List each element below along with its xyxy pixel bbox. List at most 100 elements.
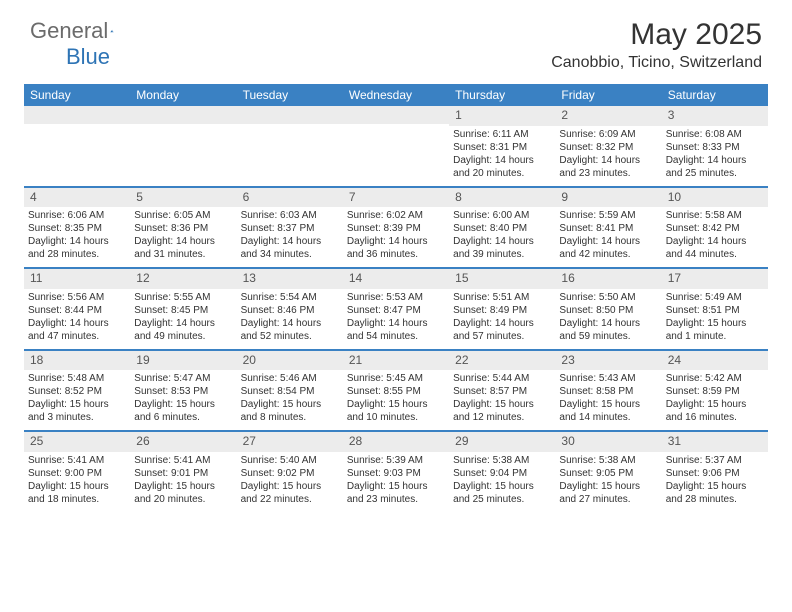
daylight-text: Daylight: 14 hours and 23 minutes. (559, 154, 657, 180)
weekday-header-saturday: Saturday (662, 84, 768, 106)
sunset-text: Sunset: 8:45 PM (134, 304, 232, 317)
sunset-text: Sunset: 8:36 PM (134, 222, 232, 235)
sunset-text: Sunset: 8:58 PM (559, 385, 657, 398)
day-number (237, 106, 343, 124)
day-number: 30 (555, 432, 661, 452)
sunrise-text: Sunrise: 5:53 AM (347, 291, 445, 304)
week-row: 4Sunrise: 6:06 AMSunset: 8:35 PMDaylight… (24, 186, 768, 268)
day-cell-empty (343, 106, 449, 186)
weekday-header-thursday: Thursday (449, 84, 555, 106)
sunrise-text: Sunrise: 5:41 AM (28, 454, 126, 467)
sunrise-text: Sunrise: 5:55 AM (134, 291, 232, 304)
sunrise-text: Sunrise: 5:51 AM (453, 291, 551, 304)
sunrise-text: Sunrise: 5:43 AM (559, 372, 657, 385)
sunrise-text: Sunrise: 5:39 AM (347, 454, 445, 467)
day-number: 17 (662, 269, 768, 289)
day-cell: 10Sunrise: 5:58 AMSunset: 8:42 PMDayligh… (662, 188, 768, 268)
brand-sail-icon (110, 22, 114, 40)
sunset-text: Sunset: 9:06 PM (666, 467, 764, 480)
day-cell: 4Sunrise: 6:06 AMSunset: 8:35 PMDaylight… (24, 188, 130, 268)
daylight-text: Daylight: 15 hours and 22 minutes. (241, 480, 339, 506)
sunrise-text: Sunrise: 5:45 AM (347, 372, 445, 385)
sunset-text: Sunset: 8:52 PM (28, 385, 126, 398)
day-number: 6 (237, 188, 343, 208)
weekday-header-wednesday: Wednesday (343, 84, 449, 106)
day-number (24, 106, 130, 124)
day-number: 13 (237, 269, 343, 289)
daylight-text: Daylight: 14 hours and 20 minutes. (453, 154, 551, 180)
day-number: 27 (237, 432, 343, 452)
day-number: 14 (343, 269, 449, 289)
sunset-text: Sunset: 8:51 PM (666, 304, 764, 317)
day-number: 28 (343, 432, 449, 452)
day-cell: 14 Sunrise: 5:53 AMSunset: 8:47 PMDayligh… (343, 269, 449, 349)
sunset-text: Sunset: 9:01 PM (134, 467, 232, 480)
sunset-text: Sunset: 8:57 PM (453, 385, 551, 398)
sunrise-text: Sunrise: 6:02 AM (347, 209, 445, 222)
brand-part1: General (30, 18, 108, 44)
sunset-text: Sunset: 8:37 PM (241, 222, 339, 235)
day-number: 4 (24, 188, 130, 208)
sunset-text: Sunset: 8:39 PM (347, 222, 445, 235)
day-cell: 21Sunrise: 5:45 AMSunset: 8:55 PMDayligh… (343, 351, 449, 431)
page-header: General May 2025 Canobbio, Ticino, Switz… (0, 0, 792, 76)
day-number: 23 (555, 351, 661, 371)
weekday-header-row: SundayMondayTuesdayWednesdayThursdayFrid… (24, 84, 768, 106)
weeks-container: 1Sunrise: 6:11 AMSunset: 8:31 PMDaylight… (24, 106, 768, 512)
day-cell: 6Sunrise: 6:03 AMSunset: 8:37 PMDaylight… (237, 188, 343, 268)
day-cell: 30Sunrise: 5:38 AMSunset: 9:05 PMDayligh… (555, 432, 661, 512)
daylight-text: Daylight: 14 hours and 31 minutes. (134, 235, 232, 261)
month-title: May 2025 (551, 18, 762, 52)
sunset-text: Sunset: 8:42 PM (666, 222, 764, 235)
sunrise-text: Sunrise: 6:11 AM (453, 128, 551, 141)
week-row: 25Sunrise: 5:41 AMSunset: 9:00 PMDayligh… (24, 430, 768, 512)
day-cell: 26Sunrise: 5:41 AMSunset: 9:01 PMDayligh… (130, 432, 236, 512)
sunrise-text: Sunrise: 6:03 AM (241, 209, 339, 222)
day-cell: 9Sunrise: 5:59 AMSunset: 8:41 PMDaylight… (555, 188, 661, 268)
sunset-text: Sunset: 8:44 PM (28, 304, 126, 317)
day-number: 26 (130, 432, 236, 452)
day-cell: 20Sunrise: 5:46 AMSunset: 8:54 PMDayligh… (237, 351, 343, 431)
daylight-text: Daylight: 14 hours and 59 minutes. (559, 317, 657, 343)
day-cell: 17 Sunrise: 5:49 AMSunset: 8:51 PMDayligh… (662, 269, 768, 349)
day-cell: 15Sunrise: 5:51 AMSunset: 8:49 PMDayligh… (449, 269, 555, 349)
sunrise-text: Sunrise: 6:09 AM (559, 128, 657, 141)
day-number: 10 (662, 188, 768, 208)
day-number (130, 106, 236, 124)
sunset-text: Sunset: 9:00 PM (28, 467, 126, 480)
sunset-text: Sunset: 8:50 PM (559, 304, 657, 317)
daylight-text: Daylight: 14 hours and 44 minutes. (666, 235, 764, 261)
day-cell: 18Sunrise: 5:48 AMSunset: 8:52 PMDayligh… (24, 351, 130, 431)
weekday-header-tuesday: Tuesday (237, 84, 343, 106)
weekday-header-monday: Monday (130, 84, 236, 106)
sunrise-text: Sunrise: 5:38 AM (559, 454, 657, 467)
daylight-text: Daylight: 15 hours and 1 minute. (666, 317, 764, 343)
daylight-text: Daylight: 14 hours and 54 minutes. (347, 317, 445, 343)
day-number: 7 (343, 188, 449, 208)
sunset-text: Sunset: 8:35 PM (28, 222, 126, 235)
daylight-text: Daylight: 14 hours and 28 minutes. (28, 235, 126, 261)
day-number: 2 (555, 106, 661, 126)
title-block: May 2025 Canobbio, Ticino, Switzerland (551, 18, 762, 72)
daylight-text: Daylight: 14 hours and 39 minutes. (453, 235, 551, 261)
day-cell: 8Sunrise: 6:00 AMSunset: 8:40 PMDaylight… (449, 188, 555, 268)
sunrise-text: Sunrise: 5:41 AM (134, 454, 232, 467)
day-cell: 24Sunrise: 5:42 AMSunset: 8:59 PMDayligh… (662, 351, 768, 431)
day-number: 20 (237, 351, 343, 371)
sunset-text: Sunset: 8:47 PM (347, 304, 445, 317)
day-number: 9 (555, 188, 661, 208)
sunset-text: Sunset: 9:05 PM (559, 467, 657, 480)
sunrise-text: Sunrise: 5:44 AM (453, 372, 551, 385)
daylight-text: Daylight: 14 hours and 36 minutes. (347, 235, 445, 261)
sunrise-text: Sunrise: 5:49 AM (666, 291, 764, 304)
sunset-text: Sunset: 8:55 PM (347, 385, 445, 398)
sunset-text: Sunset: 9:04 PM (453, 467, 551, 480)
sunrise-text: Sunrise: 5:47 AM (134, 372, 232, 385)
daylight-text: Daylight: 15 hours and 10 minutes. (347, 398, 445, 424)
day-number: 8 (449, 188, 555, 208)
weekday-header-friday: Friday (555, 84, 661, 106)
daylight-text: Daylight: 14 hours and 49 minutes. (134, 317, 232, 343)
daylight-text: Daylight: 14 hours and 47 minutes. (28, 317, 126, 343)
sunrise-text: Sunrise: 6:00 AM (453, 209, 551, 222)
location-text: Canobbio, Ticino, Switzerland (551, 54, 762, 72)
